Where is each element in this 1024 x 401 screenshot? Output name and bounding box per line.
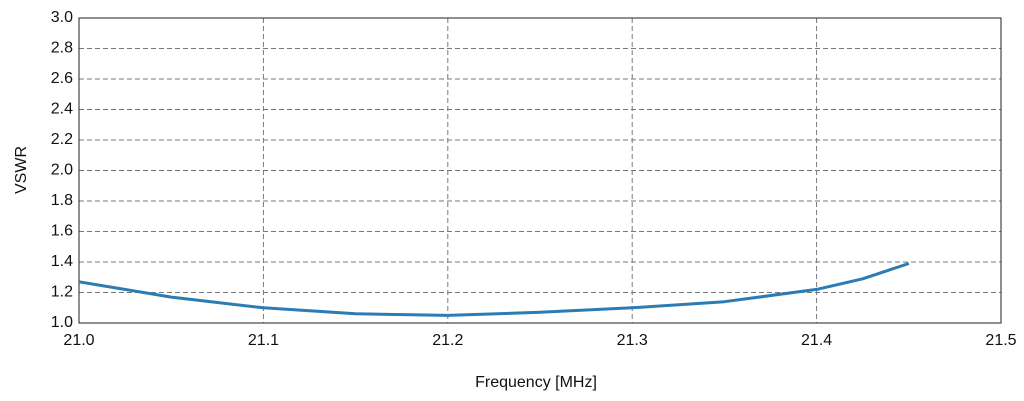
y-tick-label: 2.8	[51, 40, 73, 57]
y-tick-label: 1.8	[51, 192, 73, 209]
y-tick-label: 2.4	[51, 101, 73, 118]
x-tick-label: 21.1	[248, 332, 279, 349]
y-tick-label: 2.0	[51, 162, 73, 179]
y-tick-label: 1.2	[51, 284, 73, 301]
x-axis-label: Frequency [MHz]	[475, 374, 597, 391]
y-tick-label: 1.4	[51, 253, 73, 270]
y-tick-label: 1.6	[51, 223, 73, 240]
x-tick-label: 21.4	[801, 332, 832, 349]
y-tick-label: 2.2	[51, 131, 73, 148]
y-tick-label: 1.0	[51, 314, 73, 331]
x-tick-label: 21.3	[617, 332, 648, 349]
x-tick-label: 21.0	[63, 332, 94, 349]
x-tick-label: 21.5	[985, 332, 1016, 349]
x-tick-label: 21.2	[432, 332, 463, 349]
y-tick-label: 2.6	[51, 70, 73, 87]
plot-frame	[78, 17, 1002, 324]
y-tick-label: 3.0	[51, 9, 73, 26]
data-line	[78, 262, 910, 317]
y-axis-label: VSWR	[13, 146, 30, 194]
